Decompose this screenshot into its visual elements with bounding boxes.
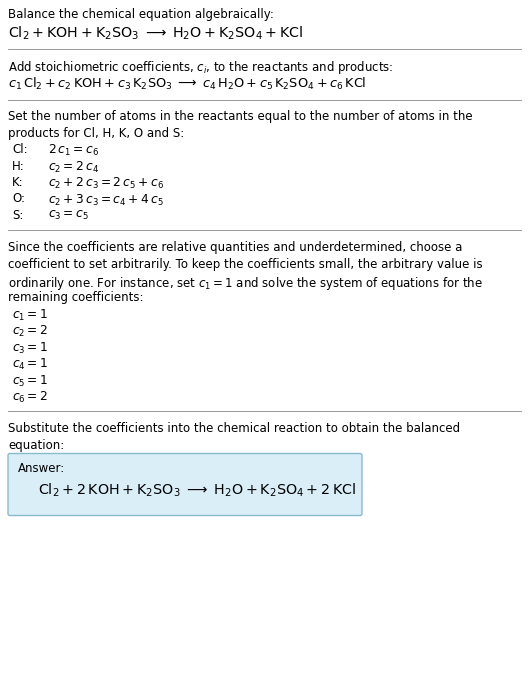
- Text: $c_2 + 3\,c_3 = c_4 + 4\,c_5$: $c_2 + 3\,c_3 = c_4 + 4\,c_5$: [48, 192, 163, 207]
- Text: H:: H:: [12, 159, 25, 172]
- Text: Set the number of atoms in the reactants equal to the number of atoms in the: Set the number of atoms in the reactants…: [8, 110, 472, 123]
- Text: $c_1\,\mathrm{Cl_2} + c_2\,\mathrm{KOH} + c_3\,\mathrm{K_2SO_3} \;\longrightarro: $c_1\,\mathrm{Cl_2} + c_2\,\mathrm{KOH} …: [8, 76, 367, 91]
- Text: $c_2 = 2\,c_4$: $c_2 = 2\,c_4$: [48, 159, 99, 174]
- Text: coefficient to set arbitrarily. To keep the coefficients small, the arbitrary va: coefficient to set arbitrarily. To keep …: [8, 258, 482, 271]
- Text: Balance the chemical equation algebraically:: Balance the chemical equation algebraica…: [8, 8, 274, 21]
- Text: products for Cl, H, K, O and S:: products for Cl, H, K, O and S:: [8, 126, 184, 139]
- Text: ordinarily one. For instance, set $c_1 = 1$ and solve the system of equations fo: ordinarily one. For instance, set $c_1 =…: [8, 275, 483, 291]
- Text: $c_3 = 1$: $c_3 = 1$: [12, 341, 48, 356]
- Text: Substitute the coefficients into the chemical reaction to obtain the balanced: Substitute the coefficients into the che…: [8, 423, 460, 436]
- Text: $\mathrm{Cl_2 + 2\,KOH + K_2SO_3 \;\longrightarrow\; H_2O + K_2SO_4 + 2\,KCl}$: $\mathrm{Cl_2 + 2\,KOH + K_2SO_3 \;\long…: [38, 482, 356, 499]
- Text: Cl:: Cl:: [12, 143, 28, 156]
- Text: $c_4 = 1$: $c_4 = 1$: [12, 357, 48, 372]
- Text: K:: K:: [12, 176, 24, 189]
- Text: S:: S:: [12, 209, 23, 222]
- Text: O:: O:: [12, 192, 25, 205]
- Text: $c_2 + 2\,c_3 = 2\,c_5 + c_6$: $c_2 + 2\,c_3 = 2\,c_5 + c_6$: [48, 176, 164, 191]
- Text: Add stoichiometric coefficients, $c_i$, to the reactants and products:: Add stoichiometric coefficients, $c_i$, …: [8, 59, 394, 76]
- Text: equation:: equation:: [8, 439, 64, 452]
- Text: $\mathrm{Cl_2 + KOH + K_2SO_3 \;\longrightarrow\; H_2O + K_2SO_4 + KCl}$: $\mathrm{Cl_2 + KOH + K_2SO_3 \;\longrig…: [8, 25, 303, 42]
- Text: $c_5 = 1$: $c_5 = 1$: [12, 374, 48, 389]
- Text: $c_2 = 2$: $c_2 = 2$: [12, 324, 48, 339]
- FancyBboxPatch shape: [8, 453, 362, 515]
- Text: Since the coefficients are relative quantities and underdetermined, choose a: Since the coefficients are relative quan…: [8, 242, 462, 254]
- Text: $c_1 = 1$: $c_1 = 1$: [12, 308, 48, 323]
- Text: $c_6 = 2$: $c_6 = 2$: [12, 390, 48, 405]
- Text: $c_3 = c_5$: $c_3 = c_5$: [48, 209, 89, 222]
- Text: $2\,c_1 = c_6$: $2\,c_1 = c_6$: [48, 143, 99, 158]
- Text: remaining coefficients:: remaining coefficients:: [8, 291, 143, 304]
- Text: Answer:: Answer:: [18, 462, 65, 475]
